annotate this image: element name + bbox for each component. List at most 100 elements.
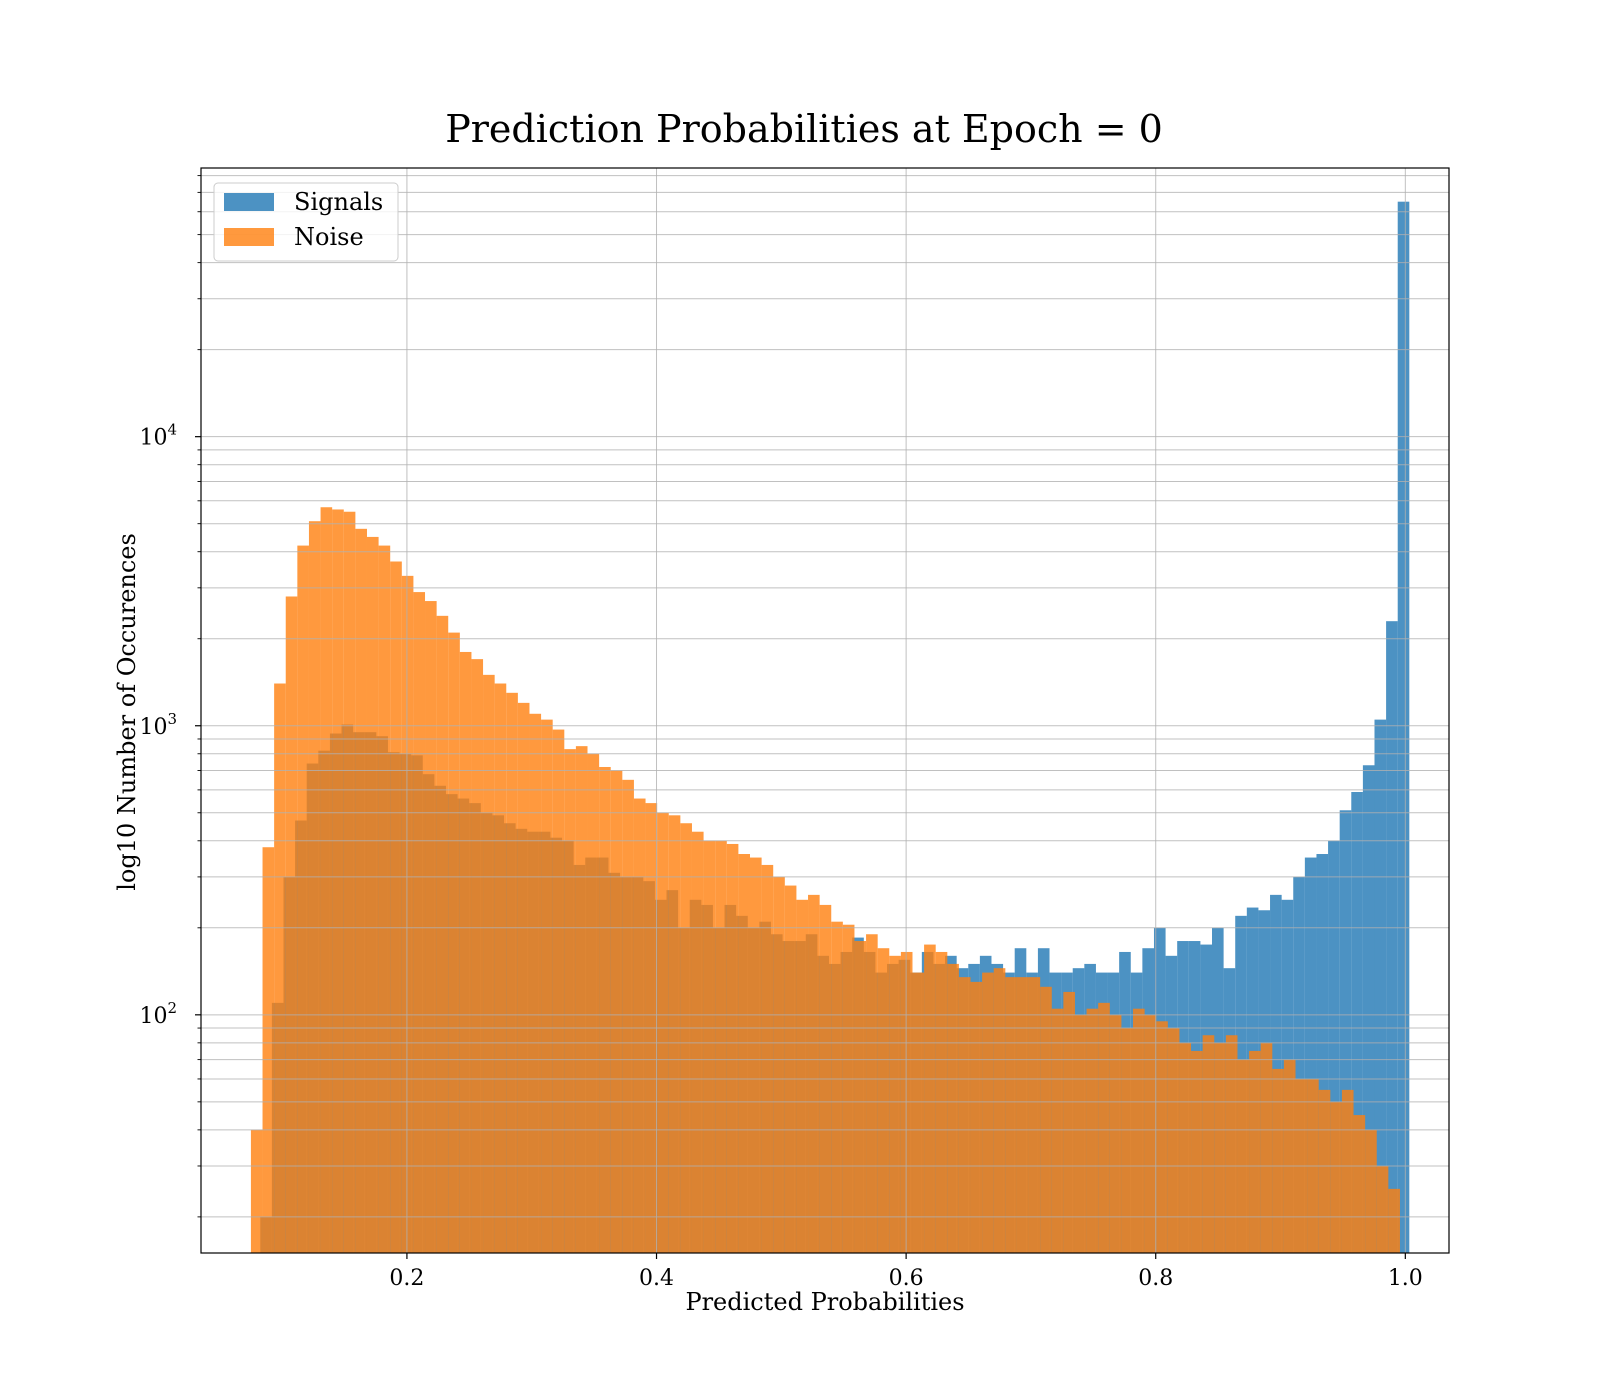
noise-bar <box>773 876 785 1253</box>
noise-bar <box>750 857 762 1253</box>
noise-bar <box>1063 991 1075 1253</box>
noise-bar <box>1109 1014 1122 1253</box>
noise-bar <box>1156 1021 1168 1253</box>
signals-bar <box>1374 719 1387 1253</box>
y-tick-label: 102 <box>139 999 177 1029</box>
noise-bar <box>1341 1089 1354 1253</box>
noise-bar <box>401 575 414 1253</box>
noise-bar <box>854 941 867 1253</box>
noise-bar <box>912 972 925 1253</box>
noise-bar <box>889 955 901 1253</box>
x-tick-label: 1.0 <box>1388 1266 1423 1291</box>
legend-label-signals: Signals <box>294 188 383 216</box>
signals-bar <box>1397 201 1410 1254</box>
noise-bar <box>1365 1129 1377 1253</box>
noise-bar <box>947 963 959 1253</box>
signals-bar <box>1362 765 1375 1253</box>
noise-bar <box>308 521 321 1253</box>
noise-bar <box>448 632 460 1253</box>
signals-bar <box>1339 810 1352 1253</box>
noise-bar <box>250 1129 263 1253</box>
noise-bar <box>1237 1059 1250 1253</box>
noise-bar <box>610 770 623 1253</box>
noise-bar <box>1376 1165 1389 1253</box>
noise-bar <box>633 798 646 1253</box>
noise-bar <box>471 659 484 1253</box>
noise-bar <box>877 948 890 1253</box>
noise-bar <box>274 683 286 1253</box>
noise-bar <box>1225 1035 1238 1253</box>
noise-bar <box>587 753 600 1253</box>
noise-bar <box>622 779 634 1253</box>
x-tick-label: 0.2 <box>389 1266 424 1291</box>
grid-lines <box>201 168 1449 1253</box>
noise-bar <box>413 592 426 1253</box>
noise-bar <box>784 885 797 1253</box>
legend-swatch-noise <box>224 228 274 246</box>
noise-bar <box>506 692 518 1253</box>
noise-bar <box>726 843 739 1253</box>
noise-bar <box>796 899 809 1253</box>
noise-bar <box>1098 1002 1110 1253</box>
noise-bar <box>1121 1028 1134 1253</box>
noise-bar <box>541 719 553 1253</box>
noise-bar <box>842 924 855 1253</box>
noise-bar <box>808 894 820 1253</box>
noise-bar <box>378 545 391 1253</box>
signals-bar <box>1351 791 1363 1253</box>
noise-bar <box>738 854 750 1253</box>
noise-bar <box>343 511 356 1254</box>
chart-title: Prediction Probabilities at Epoch = 0 <box>445 107 1163 151</box>
noise-bar <box>425 601 437 1253</box>
noise-bar <box>517 702 530 1253</box>
noise-bar <box>552 729 565 1253</box>
noise-bar <box>715 840 727 1253</box>
noise-bar <box>390 561 402 1253</box>
noise-bar <box>459 651 472 1253</box>
x-tick-label: 0.4 <box>639 1266 674 1291</box>
noise-bar <box>831 921 843 1253</box>
y-tick-label: 103 <box>139 710 177 740</box>
noise-bar <box>320 507 333 1253</box>
noise-bar <box>993 968 1006 1253</box>
noise-bar <box>599 766 611 1253</box>
noise-bar <box>1074 1014 1087 1253</box>
noise-bar <box>900 951 913 1253</box>
y-tick-label: 104 <box>139 421 177 451</box>
legend[interactable]: Signals Noise <box>213 182 399 262</box>
noise-bar <box>657 812 669 1253</box>
noise-bar <box>285 596 298 1253</box>
noise-bar <box>1144 1014 1157 1253</box>
noise-bar <box>436 615 449 1253</box>
noise-bar <box>297 545 309 1253</box>
noise-bar <box>1272 1068 1284 1253</box>
signals-bar <box>1304 857 1317 1253</box>
noise-bar <box>935 951 948 1253</box>
noise-bar <box>1202 1035 1215 1253</box>
signals-bar <box>1386 621 1398 1253</box>
x-tick-label: 0.6 <box>889 1266 924 1291</box>
noise-bar <box>355 528 367 1253</box>
legend-label-noise: Noise <box>294 223 364 251</box>
noise-bar <box>1028 977 1041 1253</box>
noise-bar <box>366 536 379 1253</box>
legend-swatch-signals <box>224 193 274 211</box>
noise-bar <box>564 749 576 1253</box>
noise-bar <box>262 847 275 1253</box>
noise-bar <box>866 934 878 1253</box>
noise-bar <box>1214 1042 1226 1253</box>
noise-bar <box>668 815 681 1253</box>
noise-bar <box>680 823 692 1253</box>
noise-bar <box>1005 977 1017 1253</box>
noise-bar <box>1353 1115 1366 1253</box>
noise-bar <box>1016 977 1029 1253</box>
noise-bar <box>1249 1050 1261 1253</box>
noise-bar <box>924 944 936 1253</box>
signals-bar <box>1293 876 1305 1253</box>
noise-bar <box>483 674 495 1253</box>
noise-bar <box>1388 1188 1400 1253</box>
noise-bar <box>970 981 983 1253</box>
noise-bar <box>1330 1101 1342 1253</box>
noise-bar <box>761 864 774 1253</box>
